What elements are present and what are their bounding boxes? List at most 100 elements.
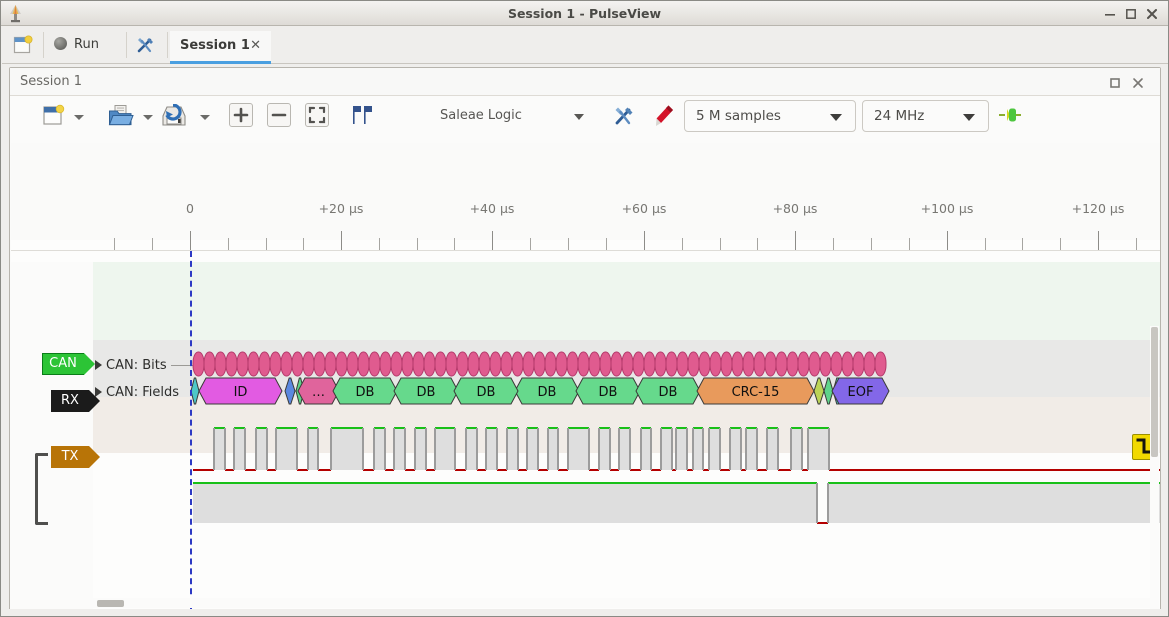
subwindow-close-button[interactable] [1132,74,1148,90]
expander-can-bits-icon[interactable] [95,360,102,370]
can-bit-annotation[interactable] [544,351,557,377]
trigger-cursor-line[interactable] [190,251,192,610]
can-field-annotation[interactable] [453,377,519,405]
can-bit-annotation[interactable] [720,351,733,377]
can-bit-annotation[interactable] [302,351,315,377]
zoom-fit-button[interactable] [305,103,329,127]
waveform-canvas[interactable]: ID … DB DB DB DB DB DB CRC-15 EOF [11,143,1160,610]
can-field-annotation[interactable] [198,377,283,405]
configure-tools-icon[interactable] [613,104,637,132]
save-file-menu-arrow-icon[interactable] [200,115,210,120]
can-bit-annotation[interactable] [258,351,271,377]
new-session-button[interactable] [12,34,34,56]
can-bit-annotation[interactable] [665,351,678,377]
tab-session-1-close-icon[interactable]: ✕ [250,38,261,53]
cursors-flags-icon[interactable] [350,104,376,132]
sample-rate-selector[interactable]: 24 MHz [862,100,989,132]
can-bit-annotation[interactable] [577,351,590,377]
can-bit-annotation[interactable] [819,351,832,377]
can-bit-annotation[interactable] [313,351,326,377]
can-bit-annotation[interactable] [676,351,689,377]
can-bit-annotation[interactable] [808,351,821,377]
can-bit-annotation[interactable] [654,351,667,377]
can-bit-annotation[interactable] [291,351,304,377]
vertical-scrollbar-thumb[interactable] [1151,327,1158,457]
can-bit-annotation[interactable] [225,351,238,377]
can-bit-annotation[interactable] [412,351,425,377]
can-bit-annotation[interactable] [192,351,205,377]
new-file-icon[interactable] [42,104,66,132]
can-bit-annotation[interactable] [764,351,777,377]
can-bit-annotation[interactable] [269,351,282,377]
can-bit-annotation[interactable] [280,351,293,377]
can-bit-annotation[interactable] [511,351,524,377]
window-close-button[interactable] [1143,5,1160,22]
can-bit-annotation[interactable] [335,351,348,377]
vertical-scrollbar-track[interactable] [1150,326,1159,610]
can-bit-annotation[interactable] [874,351,887,377]
can-bit-annotation[interactable] [643,351,656,377]
decoder-badge-can[interactable]: CAN [42,353,95,375]
can-field-annotation[interactable] [813,377,825,405]
can-bit-annotation[interactable] [368,351,381,377]
can-field-annotation[interactable] [831,377,890,405]
tab-session-1[interactable]: Session 1 ✕ [170,31,271,64]
can-bit-annotation[interactable] [588,351,601,377]
can-bit-annotation[interactable] [797,351,810,377]
session-settings-button[interactable] [135,34,159,56]
can-bit-annotation[interactable] [610,351,623,377]
zoom-out-button[interactable] [267,103,291,127]
can-bit-annotation[interactable] [709,351,722,377]
can-bit-annotation[interactable] [830,351,843,377]
can-bit-annotation[interactable] [489,351,502,377]
can-bit-annotation[interactable] [423,351,436,377]
can-bit-annotation[interactable] [863,351,876,377]
can-bit-annotation[interactable] [599,351,612,377]
can-bit-annotation[interactable] [632,351,645,377]
can-bit-annotation[interactable] [434,351,447,377]
can-field-annotation[interactable] [190,377,200,405]
can-bit-annotation[interactable] [401,351,414,377]
can-bit-annotation[interactable] [698,351,711,377]
can-bit-annotation[interactable] [214,351,227,377]
time-ruler[interactable]: 0 +20 µs +40 µs +60 µs +80 µs +100 µs +120 µs [11,143,1160,251]
can-bit-annotation[interactable] [390,351,403,377]
run-button[interactable]: Run [54,31,99,59]
can-bit-annotation[interactable] [456,351,469,377]
window-minimize-button[interactable] [1101,5,1118,22]
can-bit-annotation[interactable] [445,351,458,377]
can-bit-annotation[interactable] [203,351,216,377]
zoom-in-button[interactable] [229,103,253,127]
can-bit-annotation[interactable] [786,351,799,377]
sample-count-selector[interactable]: 5 M samples [684,100,856,132]
can-bit-annotation[interactable] [775,351,788,377]
new-file-menu-arrow-icon[interactable] [74,115,84,120]
can-bit-annotation[interactable] [566,351,579,377]
can-bit-annotation[interactable] [533,351,546,377]
can-bit-annotation[interactable] [555,351,568,377]
save-disk-icon[interactable] [160,103,188,132]
can-bit-annotation[interactable] [236,351,249,377]
can-bit-annotation[interactable] [522,351,535,377]
can-bit-annotation[interactable] [357,351,370,377]
can-bit-annotation[interactable] [742,351,755,377]
can-bit-annotation[interactable] [324,351,337,377]
can-bit-annotation[interactable] [731,351,744,377]
can-bit-annotation[interactable] [379,351,392,377]
can-bit-annotation[interactable] [247,351,260,377]
can-bit-annotation[interactable] [753,351,766,377]
can-bit-annotation[interactable] [621,351,634,377]
channel-badge-tx[interactable]: TX [51,446,101,468]
can-bit-annotation[interactable] [346,351,359,377]
can-field-annotation[interactable] [284,377,296,405]
horizontal-scrollbar-track[interactable] [93,598,1159,608]
can-bit-annotation[interactable] [478,351,491,377]
horizontal-scrollbar-thumb[interactable] [97,600,124,607]
can-bit-annotation[interactable] [852,351,865,377]
window-maximize-button[interactable] [1122,5,1139,22]
can-bit-annotation[interactable] [841,351,854,377]
can-bit-annotation[interactable] [467,351,480,377]
can-bit-annotation[interactable] [500,351,513,377]
probe-pen-icon[interactable] [652,104,676,134]
subwindow-maximize-button[interactable] [1109,74,1125,90]
